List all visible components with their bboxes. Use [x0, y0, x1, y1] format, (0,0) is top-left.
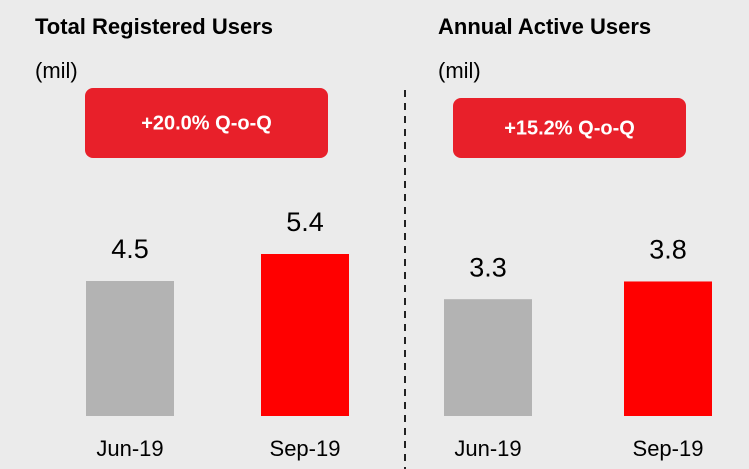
x-tick-label: Jun-19 — [96, 436, 163, 461]
chart-subtitle: (mil) — [35, 58, 78, 83]
chart-subtitle: (mil) — [438, 58, 481, 83]
chart-title: Total Registered Users — [35, 14, 273, 39]
badge — [85, 88, 328, 158]
chart-title: Annual Active Users — [438, 14, 651, 39]
x-tick-label: Sep-19 — [633, 436, 704, 461]
bar — [261, 254, 349, 416]
badge-text: +15.2% Q-o-Q — [504, 117, 635, 139]
value-label: 3.3 — [469, 252, 507, 282]
badge-text: +20.0% Q-o-Q — [141, 112, 272, 134]
bar — [444, 299, 532, 416]
bar — [86, 281, 174, 416]
x-tick-label: Sep-19 — [270, 436, 341, 461]
value-label: 4.5 — [111, 234, 149, 264]
bar — [624, 281, 712, 416]
badge — [453, 98, 686, 158]
value-label: 5.4 — [286, 207, 324, 237]
value-label: 3.8 — [649, 235, 687, 265]
x-tick-label: Jun-19 — [454, 436, 521, 461]
